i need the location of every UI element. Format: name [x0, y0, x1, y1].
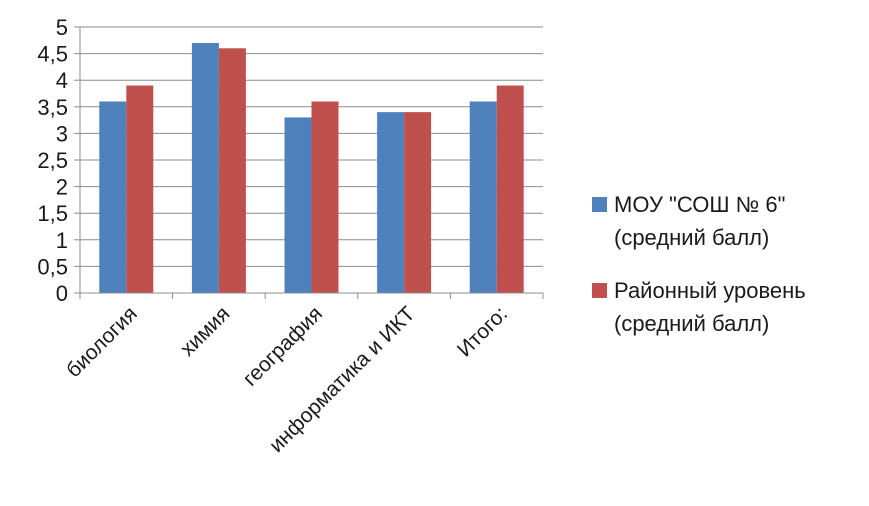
bar-district [126, 85, 154, 294]
y-tick-label: 5 [56, 15, 68, 40]
axes [74, 26, 544, 299]
bars [99, 42, 524, 294]
legend-label: Районный уровень [614, 278, 806, 303]
x-category-label: биология [62, 302, 142, 382]
y-axis-tick-labels: 00,511,522,533,544,55 [37, 15, 68, 306]
legend-label: (средний балл) [614, 225, 769, 250]
y-tick-label: 4,5 [37, 42, 68, 67]
x-category-label: география [239, 302, 327, 390]
legend-swatch [592, 283, 607, 298]
bar-school [99, 101, 127, 293]
bar-district [404, 112, 432, 294]
bar-district [496, 85, 524, 294]
legend-label: МОУ "СОШ № 6" [614, 192, 785, 217]
x-category-label: Итого: [453, 302, 512, 361]
y-tick-label: 1,5 [37, 201, 68, 226]
y-tick-label: 0 [56, 281, 68, 306]
y-tick-label: 2 [56, 175, 68, 200]
y-tick-label: 0,5 [37, 254, 68, 279]
bar-school [377, 112, 405, 294]
bar-district [218, 48, 246, 293]
y-tick-label: 3,5 [37, 95, 68, 120]
bar-school [284, 117, 312, 293]
bar-school [469, 101, 497, 293]
legend-swatch [592, 197, 607, 212]
legend-label: (средний балл) [614, 311, 769, 336]
y-tick-label: 2,5 [37, 148, 68, 173]
bar-district [311, 101, 339, 293]
bar-school [191, 42, 219, 294]
y-tick-label: 3 [56, 121, 68, 146]
legend: МОУ "СОШ № 6" (средний балл) Районный уров… [592, 192, 806, 336]
x-category-label: химия [176, 302, 235, 361]
y-tick-label: 1 [56, 228, 68, 253]
y-tick-label: 4 [56, 68, 68, 93]
